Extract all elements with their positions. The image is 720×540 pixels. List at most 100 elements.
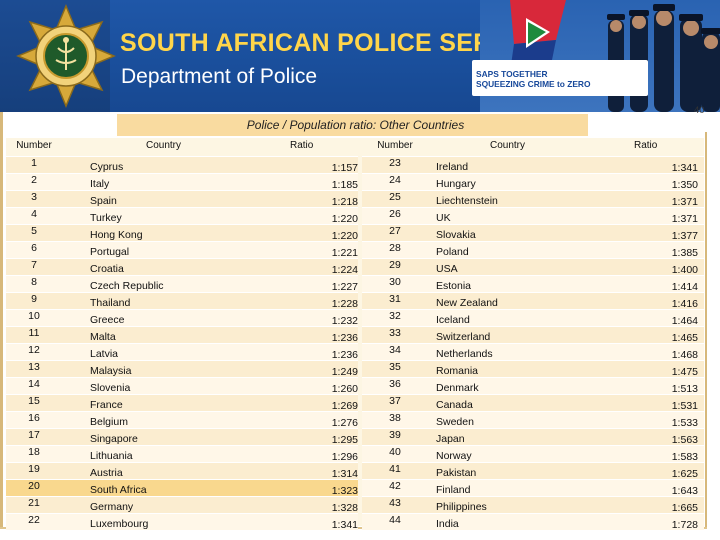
row-number: 14 <box>28 378 40 390</box>
table-row: 25 Liechtenstein 1:371 <box>362 190 704 208</box>
row-number: 9 <box>31 293 37 305</box>
header-banner: SOUTH AFRICAN POLICE SERVICE Department … <box>0 0 720 112</box>
table-row: 21 Germany 1:328 <box>6 496 358 514</box>
table-row: 7 Croatia 1:224 <box>6 258 358 276</box>
row-number: 10 <box>28 310 40 322</box>
row-ratio: 1:371 <box>671 213 698 225</box>
row-country: Canada <box>436 399 473 411</box>
table-row: 38 Sweden 1:533 <box>362 411 704 429</box>
table-row: 17 Singapore 1:295 <box>6 428 358 446</box>
row-number: 15 <box>28 395 40 407</box>
row-ratio: 1:185 <box>331 179 358 191</box>
table-row: 13 Malaysia 1:249 <box>6 360 358 378</box>
row-number: 42 <box>389 480 401 492</box>
row-ratio: 1:323 <box>331 485 358 497</box>
row-ratio: 1:296 <box>331 451 358 463</box>
row-ratio: 1:341 <box>671 162 698 174</box>
table-row: 40 Norway 1:583 <box>362 445 704 463</box>
table-row: 1 Cyprus 1:157 <box>6 156 358 174</box>
row-country: Poland <box>436 246 469 258</box>
row-country: Portugal <box>90 246 130 258</box>
table-row: 18 Lithuania 1:296 <box>6 445 358 463</box>
row-ratio: 1:475 <box>671 366 698 378</box>
slogan-line-1: SAPS TOGETHER <box>476 69 548 79</box>
row-ratio: 1:371 <box>671 196 698 208</box>
table-row: 15 France 1:269 <box>6 394 358 412</box>
row-ratio: 1:531 <box>671 400 698 412</box>
row-number: 17 <box>28 429 40 441</box>
row-country: Ireland <box>436 161 469 173</box>
header-number-left: Number <box>16 140 52 151</box>
row-ratio: 1:295 <box>331 434 358 446</box>
table-row: 37 Canada 1:531 <box>362 394 704 412</box>
row-country: Slovenia <box>90 382 131 394</box>
row-ratio: 1:260 <box>331 383 358 395</box>
row-country: Liechtenstein <box>436 195 498 207</box>
row-country: USA <box>436 263 458 275</box>
row-number: 41 <box>389 463 401 475</box>
row-country: Netherlands <box>436 348 493 360</box>
row-number: 16 <box>28 412 40 424</box>
table-row: 30 Estonia 1:414 <box>362 275 704 293</box>
row-number: 5 <box>31 225 37 237</box>
row-ratio: 1:465 <box>671 332 698 344</box>
table-row: 26 UK 1:371 <box>362 207 704 225</box>
row-country: Luxembourg <box>90 518 149 530</box>
row-country: South Africa <box>90 484 147 496</box>
row-ratio: 1:583 <box>671 451 698 463</box>
row-number: 36 <box>389 378 401 390</box>
table-row: 22 Luxembourg 1:341 <box>6 513 358 531</box>
row-number: 6 <box>31 242 37 254</box>
row-country: Pakistan <box>436 467 477 479</box>
row-number: 8 <box>31 276 37 288</box>
row-ratio: 1:236 <box>331 349 358 361</box>
row-number: 1 <box>31 157 37 169</box>
row-country: Singapore <box>90 433 138 445</box>
row-country: Norway <box>436 450 472 462</box>
row-ratio: 1:533 <box>671 417 698 429</box>
row-ratio: 1:625 <box>671 468 698 480</box>
row-country: Hong Kong <box>90 229 143 241</box>
row-ratio: 1:276 <box>331 417 358 429</box>
row-ratio: 1:643 <box>671 485 698 497</box>
row-ratio: 1:464 <box>671 315 698 327</box>
row-number: 23 <box>389 157 401 169</box>
table-row: 33 Switzerland 1:465 <box>362 326 704 344</box>
row-number: 37 <box>389 395 401 407</box>
left-rows: 1 Cyprus 1:157 2 Italy 1:185 3 Spain 1:218 4 Turke… <box>6 156 358 531</box>
table-row: 41 Pakistan 1:625 <box>362 462 704 480</box>
row-country: Switzerland <box>436 331 491 343</box>
row-ratio: 1:414 <box>671 281 698 293</box>
row-number: 7 <box>31 259 37 271</box>
row-number: 19 <box>28 463 40 475</box>
row-country: Spain <box>90 195 117 207</box>
row-ratio: 1:728 <box>671 519 698 531</box>
row-ratio: 1:249 <box>331 366 358 378</box>
row-ratio: 1:416 <box>671 298 698 310</box>
row-ratio: 1:232 <box>331 315 358 327</box>
row-ratio: 1:400 <box>671 264 698 276</box>
row-number: 4 <box>31 208 37 220</box>
row-ratio: 1:468 <box>671 349 698 361</box>
row-ratio: 1:665 <box>671 502 698 514</box>
row-number: 21 <box>28 497 40 509</box>
row-country: India <box>436 518 459 530</box>
row-ratio: 1:563 <box>671 434 698 446</box>
row-country: Hungary <box>436 178 476 190</box>
row-country: Denmark <box>436 382 479 394</box>
row-number: 3 <box>31 191 37 203</box>
row-ratio: 1:221 <box>331 247 358 259</box>
row-country: Romania <box>436 365 479 377</box>
table-row: 14 Slovenia 1:260 <box>6 377 358 395</box>
row-ratio: 1:157 <box>331 162 358 174</box>
row-number: 39 <box>389 429 401 441</box>
row-ratio: 1:220 <box>331 213 358 225</box>
table-row: 29 USA 1:400 <box>362 258 704 276</box>
header-ratio-right: Ratio <box>634 140 658 151</box>
row-country: UK <box>436 212 451 224</box>
table-row: 3 Spain 1:218 <box>6 190 358 208</box>
row-country: Cyprus <box>90 161 124 173</box>
table-row: 2 Italy 1:185 <box>6 173 358 191</box>
row-number: 25 <box>389 191 401 203</box>
table-row: 42 Finland 1:643 <box>362 479 704 497</box>
